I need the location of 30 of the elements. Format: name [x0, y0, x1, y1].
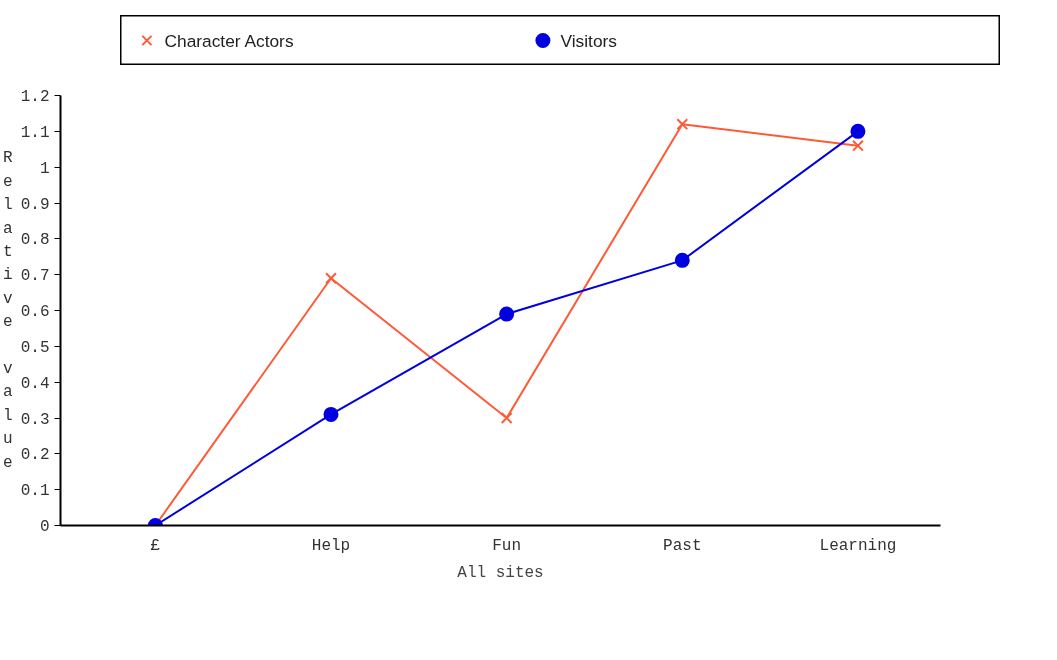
- x-tick-label: Past: [663, 536, 702, 555]
- y-tick-label: 1.1: [20, 123, 50, 142]
- y-tick-label: 0.1: [20, 482, 50, 501]
- point: [500, 412, 513, 424]
- x-tick-label: £: [150, 536, 161, 555]
- point: [674, 252, 690, 268]
- legend-label: Character Actors: [164, 30, 294, 51]
- x-tick-label: Help: [311, 536, 351, 555]
- point: [499, 306, 515, 322]
- y-tick-label: 1: [39, 159, 50, 178]
- y-tick-label: 0: [39, 518, 50, 536]
- point: [676, 118, 689, 131]
- y-tick-label: 0.7: [20, 267, 50, 286]
- x-tick-label: Learning: [819, 536, 897, 555]
- legend-label: Visitors: [560, 30, 618, 51]
- x-tick-label: Fun: [492, 536, 522, 555]
- y-tick-label: 0.3: [20, 410, 50, 429]
- y-tick-label: 0.5: [20, 338, 50, 357]
- y-tick-label: 0.4: [20, 374, 50, 393]
- y-tick-label: 0.9: [20, 195, 50, 214]
- point: [850, 123, 866, 139]
- y-tick-label: 0.6: [20, 303, 50, 321]
- y-tick-label: 1.2: [20, 88, 50, 106]
- y-tick-label: 0.2: [20, 446, 50, 465]
- x-axis-title: All sites: [457, 563, 544, 582]
- y-tick-label: 0.8: [20, 231, 50, 250]
- text: Relative value: [3, 149, 13, 472]
- point: [323, 406, 339, 422]
- point: [325, 272, 337, 285]
- point: [852, 139, 864, 152]
